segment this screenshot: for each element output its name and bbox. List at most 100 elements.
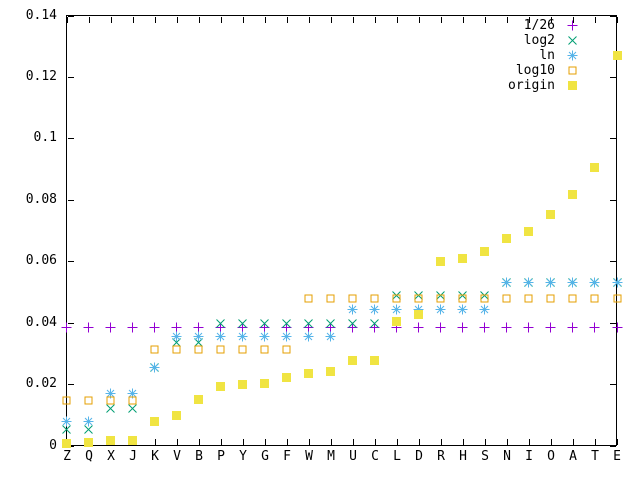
legend-item-1-26: 1/26 xyxy=(420,18,578,33)
1/26-point-V xyxy=(171,322,182,333)
log10-point-J xyxy=(127,395,138,406)
1/26-point-S xyxy=(479,322,490,333)
y-tick-right xyxy=(610,77,616,78)
x-tick-top xyxy=(595,16,596,23)
x-tick-bottom xyxy=(221,438,222,445)
ln-point-W xyxy=(303,331,314,342)
x-tick-top xyxy=(89,16,90,23)
origin-point-A xyxy=(567,189,578,200)
x-tick-top xyxy=(617,16,618,23)
x-tick-bottom xyxy=(243,438,244,445)
x-tick-bottom xyxy=(265,438,266,445)
origin-point-G xyxy=(259,378,270,389)
ln-point-V xyxy=(171,331,182,342)
log10-point-P xyxy=(215,344,226,355)
x-tick-bottom xyxy=(199,438,200,445)
x-tick-label-D: D xyxy=(415,449,423,464)
y-tick-label: 0.1 xyxy=(33,130,57,145)
x-tick-top xyxy=(353,16,354,23)
ln-point-G xyxy=(259,331,270,342)
x-tick-top xyxy=(199,16,200,23)
ln-point-B xyxy=(193,331,204,342)
x-tick-top xyxy=(375,16,376,23)
origin-point-E xyxy=(612,50,623,61)
x-tick-bottom xyxy=(287,438,288,445)
log10-point-T xyxy=(589,293,600,304)
1/26-point-T xyxy=(589,322,600,333)
1/26-point-A xyxy=(567,322,578,333)
x-tick-top xyxy=(309,16,310,23)
asterisk-marker-icon xyxy=(567,50,578,61)
x-tick-label-V: V xyxy=(173,449,181,464)
x-tick-bottom xyxy=(397,438,398,445)
origin-point-W xyxy=(303,368,314,379)
ln-point-F xyxy=(281,331,292,342)
y-tick-left xyxy=(67,77,74,78)
open-square-marker-icon xyxy=(567,65,578,76)
ln-point-E xyxy=(612,277,623,288)
y-tick-left xyxy=(67,261,74,262)
1/26-point-D xyxy=(413,322,424,333)
log2-point-F xyxy=(281,318,292,329)
legend-label-log2: log2 xyxy=(523,33,555,48)
x-tick-top xyxy=(287,16,288,23)
log10-point-O xyxy=(545,293,556,304)
legend-item-origin: origin xyxy=(420,78,578,93)
origin-point-Z xyxy=(61,438,72,449)
x-tick-bottom xyxy=(507,438,508,445)
x-tick-top xyxy=(507,16,508,23)
origin-point-F xyxy=(281,372,292,383)
x-tick-label-W: W xyxy=(305,449,313,464)
log2-point-C xyxy=(369,318,380,329)
cross-marker-icon xyxy=(567,35,578,46)
origin-point-Q xyxy=(83,437,94,448)
ln-point-J xyxy=(127,388,138,399)
x-tick-label-Y: Y xyxy=(239,449,247,464)
1/26-point-B xyxy=(193,322,204,333)
log2-point-U xyxy=(347,318,358,329)
ln-point-L xyxy=(391,304,402,315)
x-tick-label-J: J xyxy=(129,449,137,464)
x-tick-label-B: B xyxy=(195,449,203,464)
x-tick-bottom xyxy=(331,438,332,445)
1/26-point-R xyxy=(435,322,446,333)
1/26-point-Q xyxy=(83,322,94,333)
1/26-point-E xyxy=(612,322,623,333)
origin-point-I xyxy=(523,226,534,237)
x-tick-top xyxy=(463,16,464,23)
y-tick-label: 0.06 xyxy=(25,253,57,268)
x-tick-top xyxy=(397,16,398,23)
log2-point-H xyxy=(457,290,468,301)
x-tick-top xyxy=(573,16,574,23)
origin-point-B xyxy=(193,394,204,405)
plot-area xyxy=(66,15,617,446)
x-tick-bottom xyxy=(551,438,552,445)
log2-point-D xyxy=(413,290,424,301)
ln-point-M xyxy=(325,331,336,342)
legend-item-ln: ln xyxy=(420,48,578,63)
legend-label-1-26: 1/26 xyxy=(523,18,555,33)
origin-point-M xyxy=(325,366,336,377)
x-tick-label-G: G xyxy=(261,449,269,464)
log10-point-N xyxy=(501,293,512,304)
ln-point-T xyxy=(589,277,600,288)
origin-point-J xyxy=(127,435,138,446)
x-tick-label-F: F xyxy=(283,449,291,464)
1/26-point-N xyxy=(501,322,512,333)
ln-point-I xyxy=(523,277,534,288)
log10-point-U xyxy=(347,293,358,304)
origin-point-R xyxy=(435,256,446,267)
log10-point-B xyxy=(193,344,204,355)
origin-point-C xyxy=(369,355,380,366)
x-tick-top xyxy=(243,16,244,23)
origin-point-N xyxy=(501,233,512,244)
x-tick-label-M: M xyxy=(327,449,335,464)
y-tick-right xyxy=(610,446,616,447)
origin-point-V xyxy=(171,410,182,421)
ln-point-K xyxy=(149,362,160,373)
log10-point-C xyxy=(369,293,380,304)
x-tick-bottom xyxy=(353,438,354,445)
origin-point-P xyxy=(215,381,226,392)
ln-point-U xyxy=(347,304,358,315)
ln-point-P xyxy=(215,331,226,342)
